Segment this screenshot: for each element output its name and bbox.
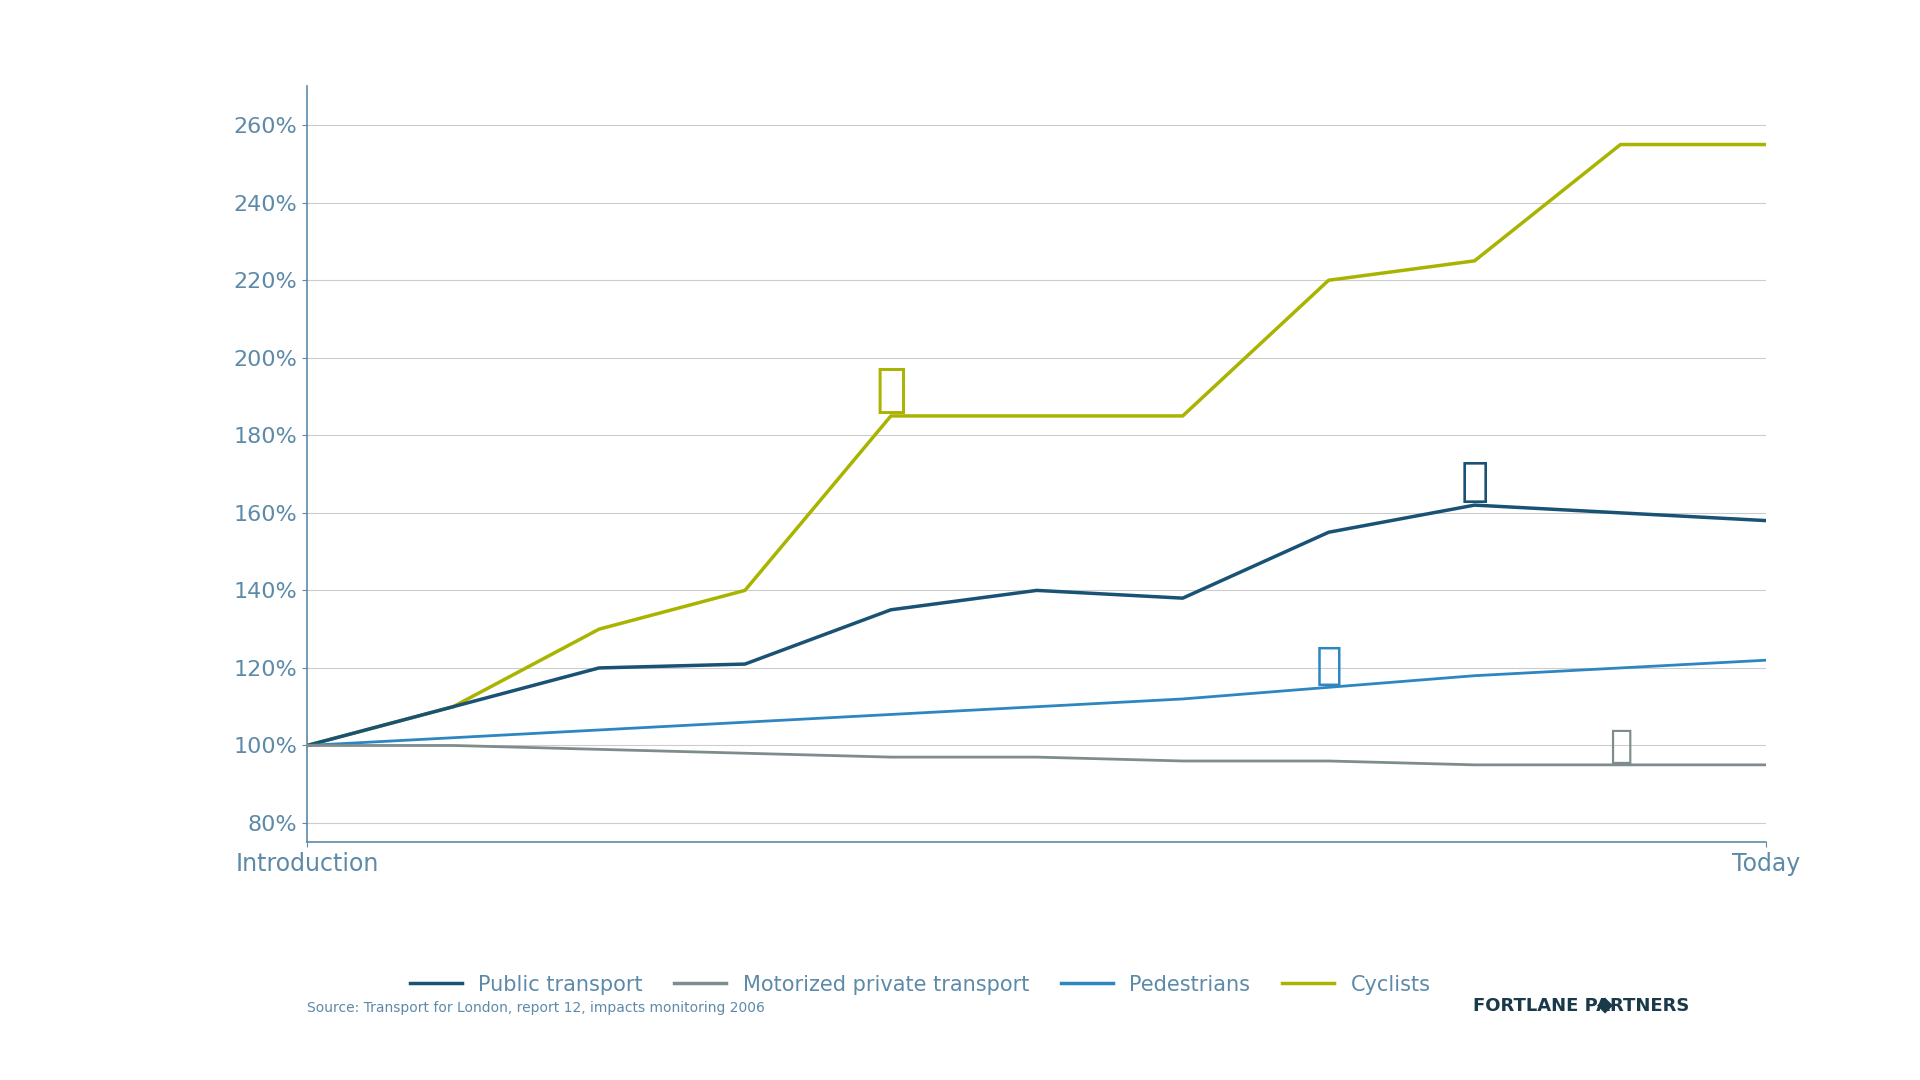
Text: ◆: ◆ bbox=[1597, 995, 1613, 1015]
Text: 🚴: 🚴 bbox=[876, 364, 906, 416]
Text: FORTLANE PARTNERS: FORTLANE PARTNERS bbox=[1473, 997, 1690, 1015]
Text: 🚶: 🚶 bbox=[1315, 645, 1342, 687]
Text: Source: Transport for London, report 12, impacts monitoring 2006: Source: Transport for London, report 12,… bbox=[307, 1001, 764, 1015]
Text: 🚃: 🚃 bbox=[1461, 460, 1488, 505]
Legend: Public transport, Motorized private transport, Pedestrians, Cyclists: Public transport, Motorized private tran… bbox=[401, 967, 1438, 1003]
Text: 🚗: 🚗 bbox=[1609, 727, 1632, 765]
